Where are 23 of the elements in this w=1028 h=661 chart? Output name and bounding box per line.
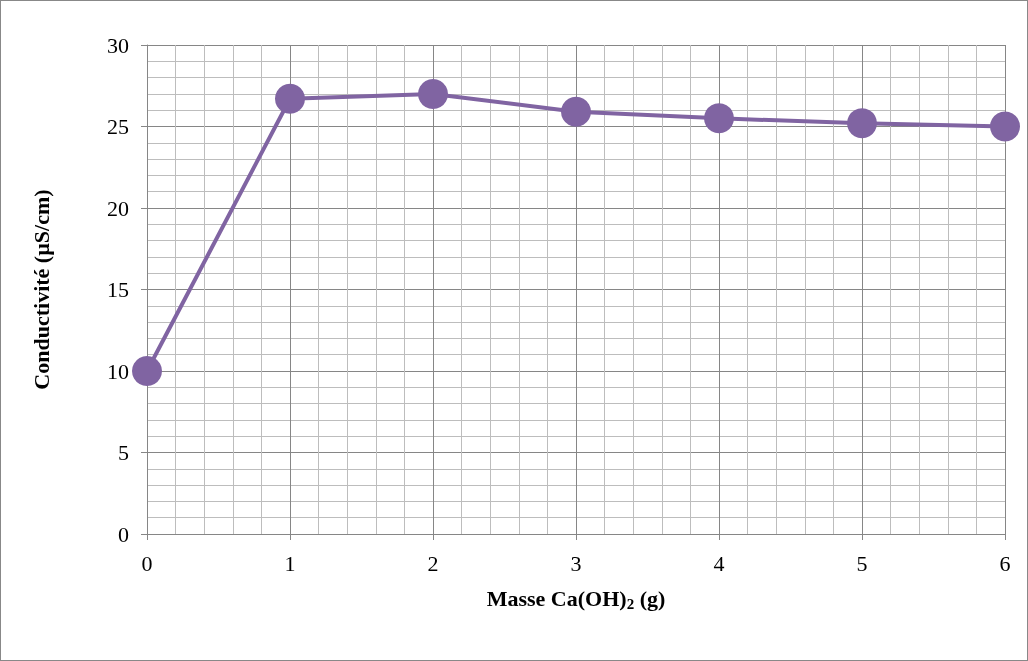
y-axis-title: Conductivité (µS/cm) — [28, 189, 54, 390]
x-tick-label: 2 — [427, 550, 439, 576]
x-tick-label: 4 — [713, 550, 725, 576]
y-tick-label: 20 — [107, 195, 129, 221]
x-tick-label: 0 — [141, 550, 153, 576]
y-tick-label: 25 — [107, 114, 129, 139]
y-tick-label: 10 — [107, 358, 129, 384]
y-tick-label: 0 — [118, 521, 129, 547]
y-tick-label: 5 — [118, 440, 129, 465]
x-tick-label: 6 — [999, 550, 1011, 576]
point — [990, 111, 1020, 142]
point — [847, 108, 877, 139]
point — [275, 83, 305, 114]
x-axis-title: Masse Ca(OH)2 (g) — [486, 586, 666, 612]
x-tick-label: 3 — [570, 550, 582, 576]
point — [561, 96, 591, 127]
point — [132, 356, 162, 386]
x-tick-label: 1 — [284, 550, 296, 576]
y-tick-label: 15 — [107, 277, 129, 302]
y-tick-label: 30 — [107, 32, 129, 58]
x-tick-label: 5 — [856, 550, 868, 576]
point — [704, 103, 734, 134]
point — [418, 78, 448, 109]
